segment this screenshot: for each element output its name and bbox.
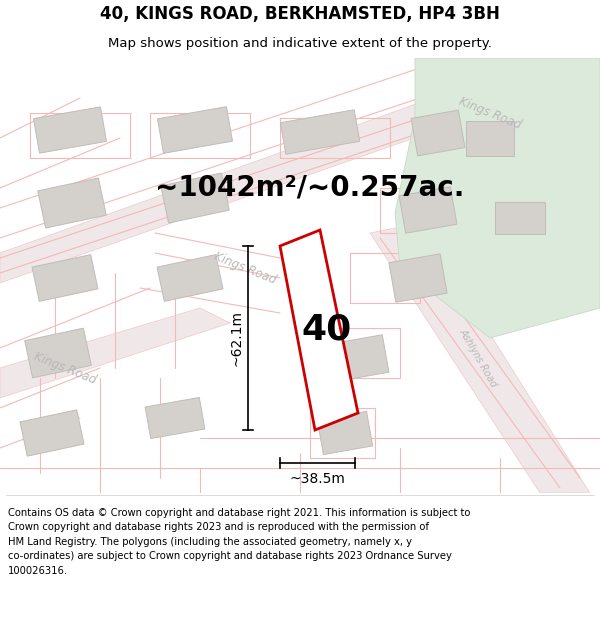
Polygon shape — [157, 254, 223, 301]
Polygon shape — [0, 38, 600, 283]
Text: 40: 40 — [301, 312, 352, 347]
Polygon shape — [411, 110, 465, 156]
Polygon shape — [331, 335, 389, 381]
Text: Kings Road: Kings Road — [457, 94, 523, 131]
Text: Contains OS data © Crown copyright and database right 2021. This information is : Contains OS data © Crown copyright and d… — [8, 508, 470, 576]
Polygon shape — [20, 410, 84, 456]
Polygon shape — [38, 178, 106, 228]
Text: Kings Road: Kings Road — [32, 349, 98, 386]
Polygon shape — [25, 328, 91, 378]
Text: Map shows position and indicative extent of the property.: Map shows position and indicative extent… — [108, 37, 492, 50]
Polygon shape — [280, 230, 358, 430]
Polygon shape — [389, 254, 447, 302]
Polygon shape — [145, 398, 205, 439]
Polygon shape — [0, 308, 230, 398]
Polygon shape — [161, 173, 229, 223]
Text: Kings Road: Kings Road — [212, 249, 278, 286]
Polygon shape — [399, 187, 457, 233]
Text: Ashlyns Road: Ashlyns Road — [457, 327, 499, 389]
Polygon shape — [466, 121, 514, 156]
Polygon shape — [395, 58, 600, 338]
Polygon shape — [370, 223, 590, 493]
Text: 40, KINGS ROAD, BERKHAMSTED, HP4 3BH: 40, KINGS ROAD, BERKHAMSTED, HP4 3BH — [100, 6, 500, 24]
Polygon shape — [495, 202, 545, 234]
Text: ~38.5m: ~38.5m — [290, 472, 346, 486]
Polygon shape — [157, 107, 233, 153]
Text: ~62.1m: ~62.1m — [229, 310, 243, 366]
Polygon shape — [32, 254, 98, 301]
Polygon shape — [280, 110, 360, 154]
Text: ~1042m²/~0.257ac.: ~1042m²/~0.257ac. — [155, 174, 464, 202]
Polygon shape — [34, 107, 107, 153]
Polygon shape — [317, 411, 373, 454]
